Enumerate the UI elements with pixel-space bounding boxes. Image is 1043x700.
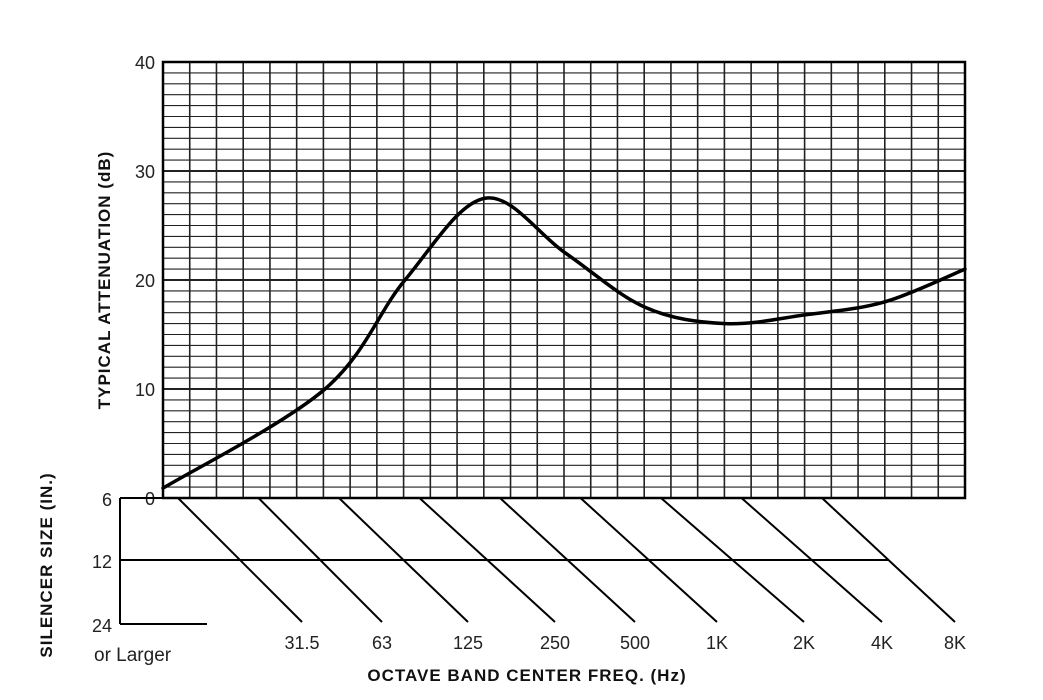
x-axis-title: OCTAVE BAND CENTER FREQ. (Hz) (367, 666, 686, 685)
chart-grid (163, 62, 965, 498)
y-tick-label: 20 (135, 271, 155, 291)
size-level-label: 6 (102, 490, 112, 510)
silencer-size-title: SILENCER SIZE (IN.) (37, 472, 56, 657)
x-tick-label: 4K (871, 633, 893, 653)
x-tick-label: 250 (540, 633, 570, 653)
attenuation-curve (161, 196, 967, 490)
size-diagonal-line (660, 497, 805, 623)
x-tick-label: 500 (620, 633, 650, 653)
y-tick-labels: 010203040 (135, 53, 155, 509)
x-tick-label: 1K (706, 633, 728, 653)
size-diagonal-line (257, 497, 383, 623)
y-tick-label: 40 (135, 53, 155, 73)
x-tick-label: 2K (793, 633, 815, 653)
y-axis-title: TYPICAL ATTENUATION (dB) (95, 151, 114, 410)
y-tick-label: 10 (135, 380, 155, 400)
x-tick-label: 63 (372, 633, 392, 653)
size-level-label: 24 (92, 616, 112, 636)
size-level-label: 12 (92, 552, 112, 572)
size-diagonal-line (740, 497, 883, 623)
x-tick-label: 8K (944, 633, 966, 653)
x-tick-label: 125 (453, 633, 483, 653)
x-tick-labels: 31.5 63 125 250 500 1K 2K 4K 8K (284, 633, 966, 653)
size-diagonal-line (821, 497, 956, 623)
size-diagonal-line (177, 497, 303, 623)
size-diagonal-line (338, 497, 469, 623)
size-diagonal-line (499, 497, 636, 623)
x-tick-label: 31.5 (284, 633, 319, 653)
size-diagonal-line (579, 497, 718, 623)
size-diagonal-line (418, 497, 556, 623)
or-larger-label: or Larger (94, 645, 172, 666)
y-tick-label: 30 (135, 162, 155, 182)
silencer-size-nomograph: 6 12 24 (92, 490, 965, 636)
